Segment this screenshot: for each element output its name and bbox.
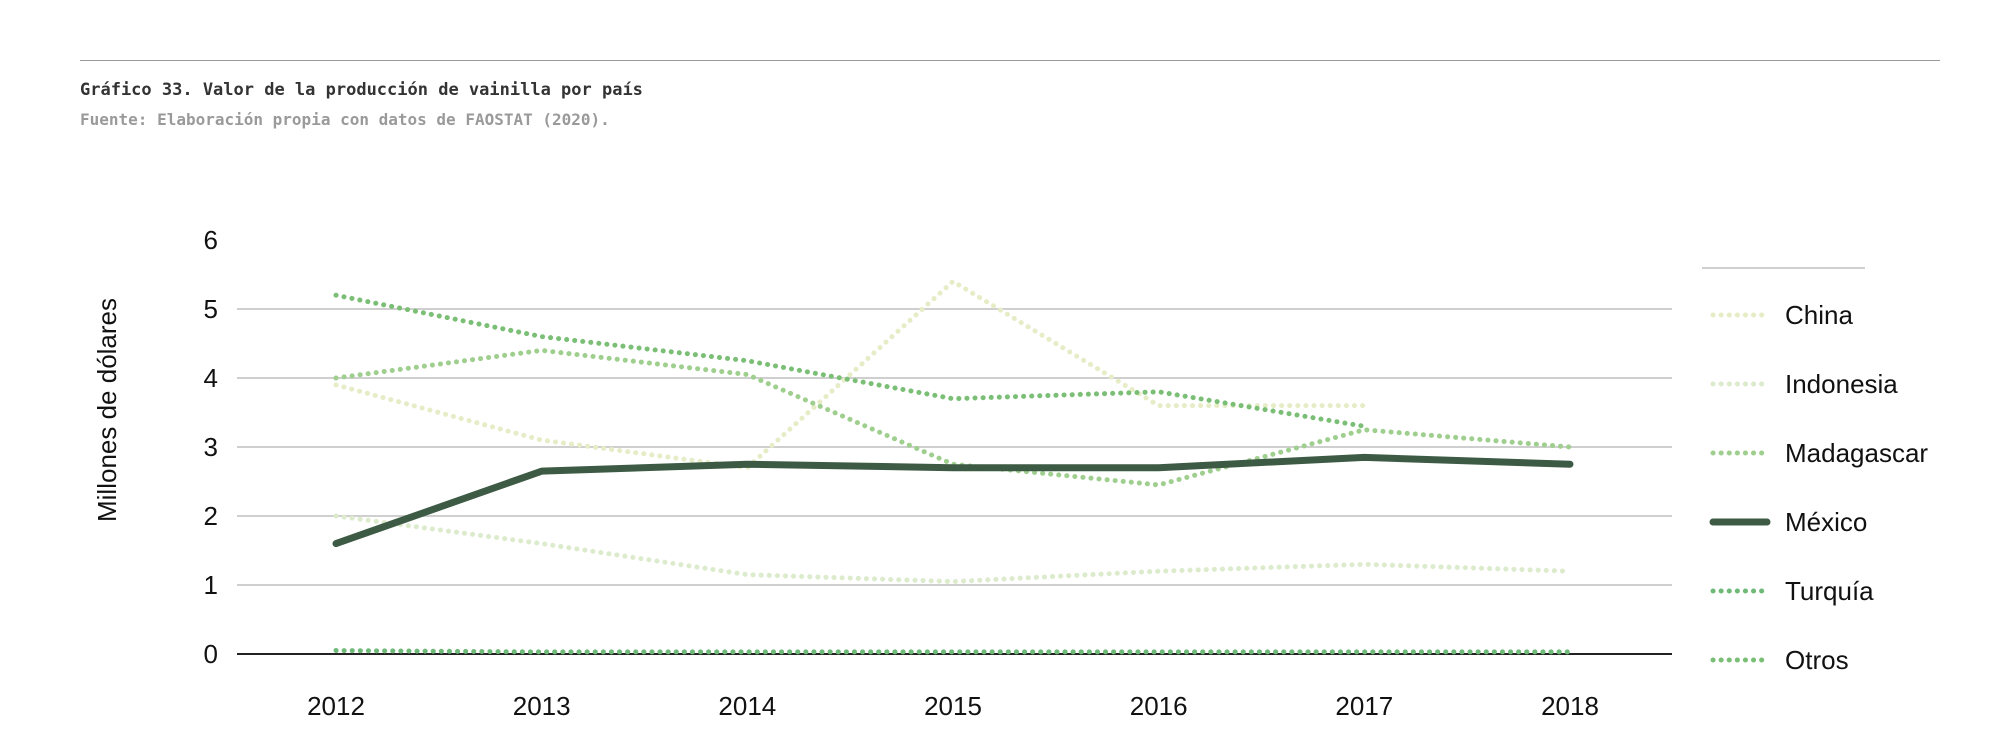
legend-label: México [1785, 507, 1867, 537]
legend-label: Otros [1785, 645, 1849, 675]
legend-label: Madagascar [1785, 438, 1928, 468]
x-tick-label: 2012 [307, 691, 365, 721]
y-tick-label: 2 [204, 501, 218, 531]
series-line-china [333, 278, 1367, 471]
series-lines [332, 278, 1574, 655]
y-tick-label: 4 [204, 363, 218, 393]
x-tick-label: 2015 [924, 691, 982, 721]
x-tick-label: 2013 [513, 691, 571, 721]
y-tick-label: 1 [204, 570, 218, 600]
y-tick-label: 6 [204, 225, 218, 255]
x-tick-label: 2014 [718, 691, 776, 721]
series-line-turquía [333, 648, 1573, 655]
gridlines [237, 308, 1672, 655]
series-line-otros [333, 292, 1367, 429]
y-axis-ticks: 0 1 2 3 4 5 6 [204, 225, 218, 669]
y-tick-label: 5 [204, 294, 218, 324]
series-line-méxico [332, 453, 1574, 548]
legend-label: Indonesia [1785, 369, 1898, 399]
legend: China Indonesia Madagascar México Turquía Otr… [1702, 267, 1928, 675]
header-rule [80, 60, 1940, 61]
chart-source: Fuente: Elaboración propia con datos de … [80, 110, 610, 129]
legend-label: China [1785, 300, 1853, 330]
chart-title: Gráfico 33. Valor de la producción de va… [80, 80, 643, 100]
y-tick-label: 0 [204, 639, 218, 669]
series-line-indonesia [333, 513, 1573, 585]
legend-label: Turquía [1785, 576, 1874, 606]
y-axis-label: Millones de dólares [92, 298, 122, 522]
y-tick-label: 3 [204, 432, 218, 462]
x-tick-label: 2018 [1541, 691, 1599, 721]
x-tick-label: 2017 [1335, 691, 1393, 721]
x-axis-ticks: 2012 2013 2014 2015 2016 2017 2018 [307, 691, 1599, 721]
x-tick-label: 2016 [1130, 691, 1188, 721]
